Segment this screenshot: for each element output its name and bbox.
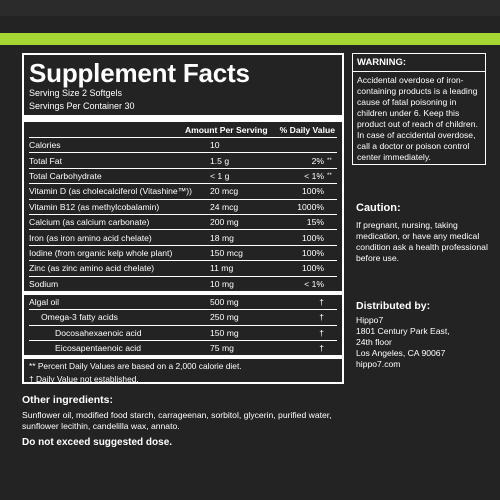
nutrient-amount: 24 mcg xyxy=(210,201,239,212)
serving-size: Serving Size 2 Softgels xyxy=(29,88,123,98)
nutrient-daily-value: 100% xyxy=(302,263,324,274)
nutrient-row: Eicosapentaenoic acid 75 mg † xyxy=(29,341,337,355)
header-daily-value: % Daily Value xyxy=(279,124,335,135)
nutrient-row: Calories 10 xyxy=(29,138,337,154)
nutrient-daily-value: 100% xyxy=(302,247,324,258)
nutrient-amount: 75 mg xyxy=(210,343,234,354)
nutrient-amount: 10 xyxy=(210,140,220,151)
nutrient-row: Iron (as iron amino acid chelate) 18 mg 10… xyxy=(29,230,337,246)
nutrient-row: Calcium (as calcium carbonate) 200 mg 15% xyxy=(29,215,337,231)
nutrient-daily-value: 100% xyxy=(302,232,324,243)
warning-text: Accidental overdose of iron-containing p… xyxy=(357,75,478,162)
accent-stripe xyxy=(0,33,500,45)
nutrient-daily-value: † xyxy=(319,327,324,338)
divider-thick xyxy=(24,115,342,122)
nutrient-name: Vitamin D (as cholecalciferol (Vitashine… xyxy=(29,186,193,197)
nutrient-row: Vitamin B12 (as methylcobalamin) 24 mcg 10… xyxy=(29,200,337,215)
caution-text: If pregnant, nursing, taking medication,… xyxy=(356,220,488,263)
distributor-line: Hippo7 xyxy=(356,315,384,325)
distributor-line: 24th floor xyxy=(356,337,392,347)
nutrient-row: Vitamin D (as cholecalciferol (Vitashine… xyxy=(29,184,337,200)
nutrient-daily-value: † xyxy=(319,312,324,323)
nutrient-daily-value: 2% xyxy=(311,155,324,166)
nutrient-name: Algal oil xyxy=(29,297,60,308)
nutrient-amount: 10 mg xyxy=(210,278,234,289)
nutrient-daily-value: 1000% xyxy=(297,201,324,212)
nutrient-amount: 18 mg xyxy=(210,232,234,243)
distributor-address: Hippo7 1801 Century Park East, 24th floo… xyxy=(356,315,496,370)
nutrient-name: Zinc (as zinc amino acid chelate) xyxy=(29,263,155,274)
other-nutrient-rows: Algal oil 500 mg † Omega-3 fatty acids 250 m… xyxy=(29,295,337,356)
nutrient-daily-value: † xyxy=(319,297,324,308)
nutrient-amount: 20 mcg xyxy=(210,186,239,197)
warning-box: WARNING: Accidental overdose of iron-con… xyxy=(352,53,486,165)
footnote-percent: ** Percent Daily Values are based on a 2… xyxy=(29,361,242,372)
divider-medium-2 xyxy=(24,355,342,360)
top-dark-band xyxy=(0,0,500,16)
nutrient-daily-value: † xyxy=(319,343,324,354)
other-ingredients-text: Sunflower oil, modified food starch, car… xyxy=(22,410,332,431)
nutrient-amount: 150 mg xyxy=(210,327,239,338)
warning-heading: WARNING: xyxy=(353,57,485,72)
nutrient-name: Iodine (from organic kelp whole plant) xyxy=(29,247,173,258)
nutrient-footnote-mark: ** xyxy=(327,157,332,164)
nutrient-amount: 1.5 g xyxy=(210,155,230,166)
nutrient-daily-value: < 1% xyxy=(304,278,324,289)
nutrient-name: Calories xyxy=(29,140,61,151)
distributor-line: Los Angeles, CA 90067 xyxy=(356,348,446,358)
nutrient-name: Iron (as iron amino acid chelate) xyxy=(29,232,152,243)
other-ingredients-heading: Other ingredients: xyxy=(22,394,114,406)
nutrient-amount: 150 mcg xyxy=(210,247,243,258)
nutrient-row: Docosahexaenoic acid 150 mg † xyxy=(29,326,337,342)
nutrient-amount: < 1 g xyxy=(210,170,230,181)
nutrient-footnote-mark: ** xyxy=(327,172,332,179)
nutrient-daily-value: 100% xyxy=(302,186,324,197)
nutrient-amount: 250 mg xyxy=(210,312,239,323)
caution-heading: Caution: xyxy=(356,202,401,214)
footnote-dagger: † Daily Value not established. xyxy=(29,374,139,385)
distributor-website: hippo7.com xyxy=(356,359,401,369)
nutrient-row: Iodine (from organic kelp whole plant) 15… xyxy=(29,246,337,262)
nutrient-row: Zinc (as zinc amino acid chelate) 11 mg 10… xyxy=(29,261,337,277)
nutrient-name: Docosahexaenoic acid xyxy=(55,327,142,338)
nutrient-name: Sodium xyxy=(29,278,59,289)
nutrient-name: Omega-3 fatty acids xyxy=(41,312,118,323)
nutrient-name: Vitamin B12 (as methylcobalamin) xyxy=(29,201,160,212)
nutrient-row: Total Fat 1.5 g 2% ** xyxy=(29,153,337,169)
supplement-facts-panel: Supplement Facts Serving Size 2 Softgels… xyxy=(22,53,344,384)
nutrient-row: Algal oil 500 mg † xyxy=(29,295,337,311)
nutrient-name: Total Fat xyxy=(29,155,62,166)
nutrient-amount: 11 mg xyxy=(210,263,234,274)
nutrient-daily-value: < 1% xyxy=(304,170,324,181)
servings-per-container: Servings Per Container 30 xyxy=(29,101,135,111)
nutrient-row: Total Carbohydrate < 1 g < 1% ** xyxy=(29,169,337,185)
nutrient-name: Eicosapentaenoic acid xyxy=(55,343,141,354)
dose-warning: Do not exceed suggested dose. xyxy=(22,437,173,448)
facts-header-row: Amount Per Serving % Daily Value xyxy=(29,122,337,138)
nutrient-amount: 500 mg xyxy=(210,297,239,308)
facts-title: Supplement Facts xyxy=(29,58,250,88)
nutrient-name: Total Carbohydrate xyxy=(29,170,102,181)
nutrient-daily-value: 15% xyxy=(306,217,324,228)
nutrient-rows: Calories 10 Total Fat 1.5 g 2% ** Total Carboh… xyxy=(29,138,337,291)
nutrient-row: Sodium 10 mg < 1% xyxy=(29,277,337,291)
nutrient-name: Calcium (as calcium carbonate) xyxy=(29,217,150,228)
distributor-line: 1801 Century Park East, xyxy=(356,326,450,336)
nutrient-amount: 200 mg xyxy=(210,217,239,228)
distributor-heading: Distributed by: xyxy=(356,300,431,312)
nutrient-row: Omega-3 fatty acids 250 mg † xyxy=(29,310,337,326)
divider-medium xyxy=(24,290,342,295)
header-amount: Amount Per Serving xyxy=(184,124,268,135)
